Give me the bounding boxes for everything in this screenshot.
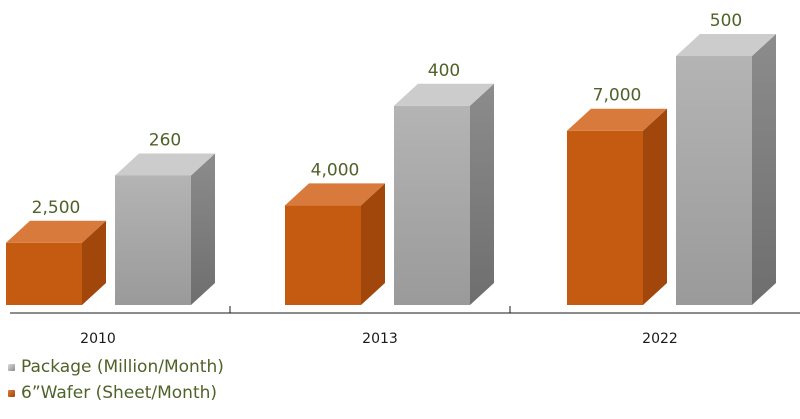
bar-package-2010 [115, 153, 215, 305]
legend-item-wafer: 6”Wafer (Sheet/Month) [8, 380, 224, 406]
bar-package-2013 [394, 83, 494, 305]
bar-wafer-2013 [285, 183, 385, 305]
legend: Package (Million/Month) 6”Wafer (Sheet/M… [8, 354, 224, 406]
bar-wafer-2010 [6, 220, 106, 305]
data-label-wafer-2013: 4,000 [311, 160, 360, 180]
bar-side-face [191, 153, 215, 305]
bar-top-face [6, 220, 106, 243]
bar-front-face [285, 205, 361, 305]
data-label-package-2022: 500 [710, 11, 742, 31]
x-tick-label-2010: 2010 [80, 331, 116, 347]
bar-top-face [285, 183, 385, 206]
bar-front-face [6, 242, 82, 305]
bar-side-face [752, 34, 776, 305]
legend-label-wafer: 6”Wafer (Sheet/Month) [21, 383, 218, 403]
bar-front-face [115, 175, 191, 305]
x-tick-label-2022: 2022 [642, 331, 678, 347]
bar-wafer-2022 [567, 108, 667, 305]
legend-swatch-package [8, 363, 15, 371]
legend-label-package: Package (Million/Month) [21, 357, 224, 377]
legend-swatch-wafer [8, 389, 15, 397]
x-tick-label-2013: 2013 [362, 331, 398, 347]
bar-front-face [676, 56, 752, 305]
bar-front-face [394, 105, 470, 305]
bar-top-face [394, 83, 494, 106]
data-label-package-2010: 260 [149, 131, 181, 151]
data-label-wafer-2010: 2,500 [32, 198, 81, 218]
bar-front-face [567, 130, 643, 305]
bar-package-2022 [676, 34, 776, 305]
data-label-wafer-2022: 7,000 [593, 86, 642, 106]
bar-top-face [676, 34, 776, 56]
data-label-package-2013: 400 [428, 61, 460, 81]
bar-side-face [82, 220, 106, 305]
legend-item-package: Package (Million/Month) [8, 354, 224, 380]
bar-side-face [361, 183, 385, 305]
bar-top-face [567, 108, 667, 131]
bar-side-face [470, 83, 494, 305]
bar-top-face [115, 153, 215, 176]
bar-side-face [643, 108, 667, 305]
